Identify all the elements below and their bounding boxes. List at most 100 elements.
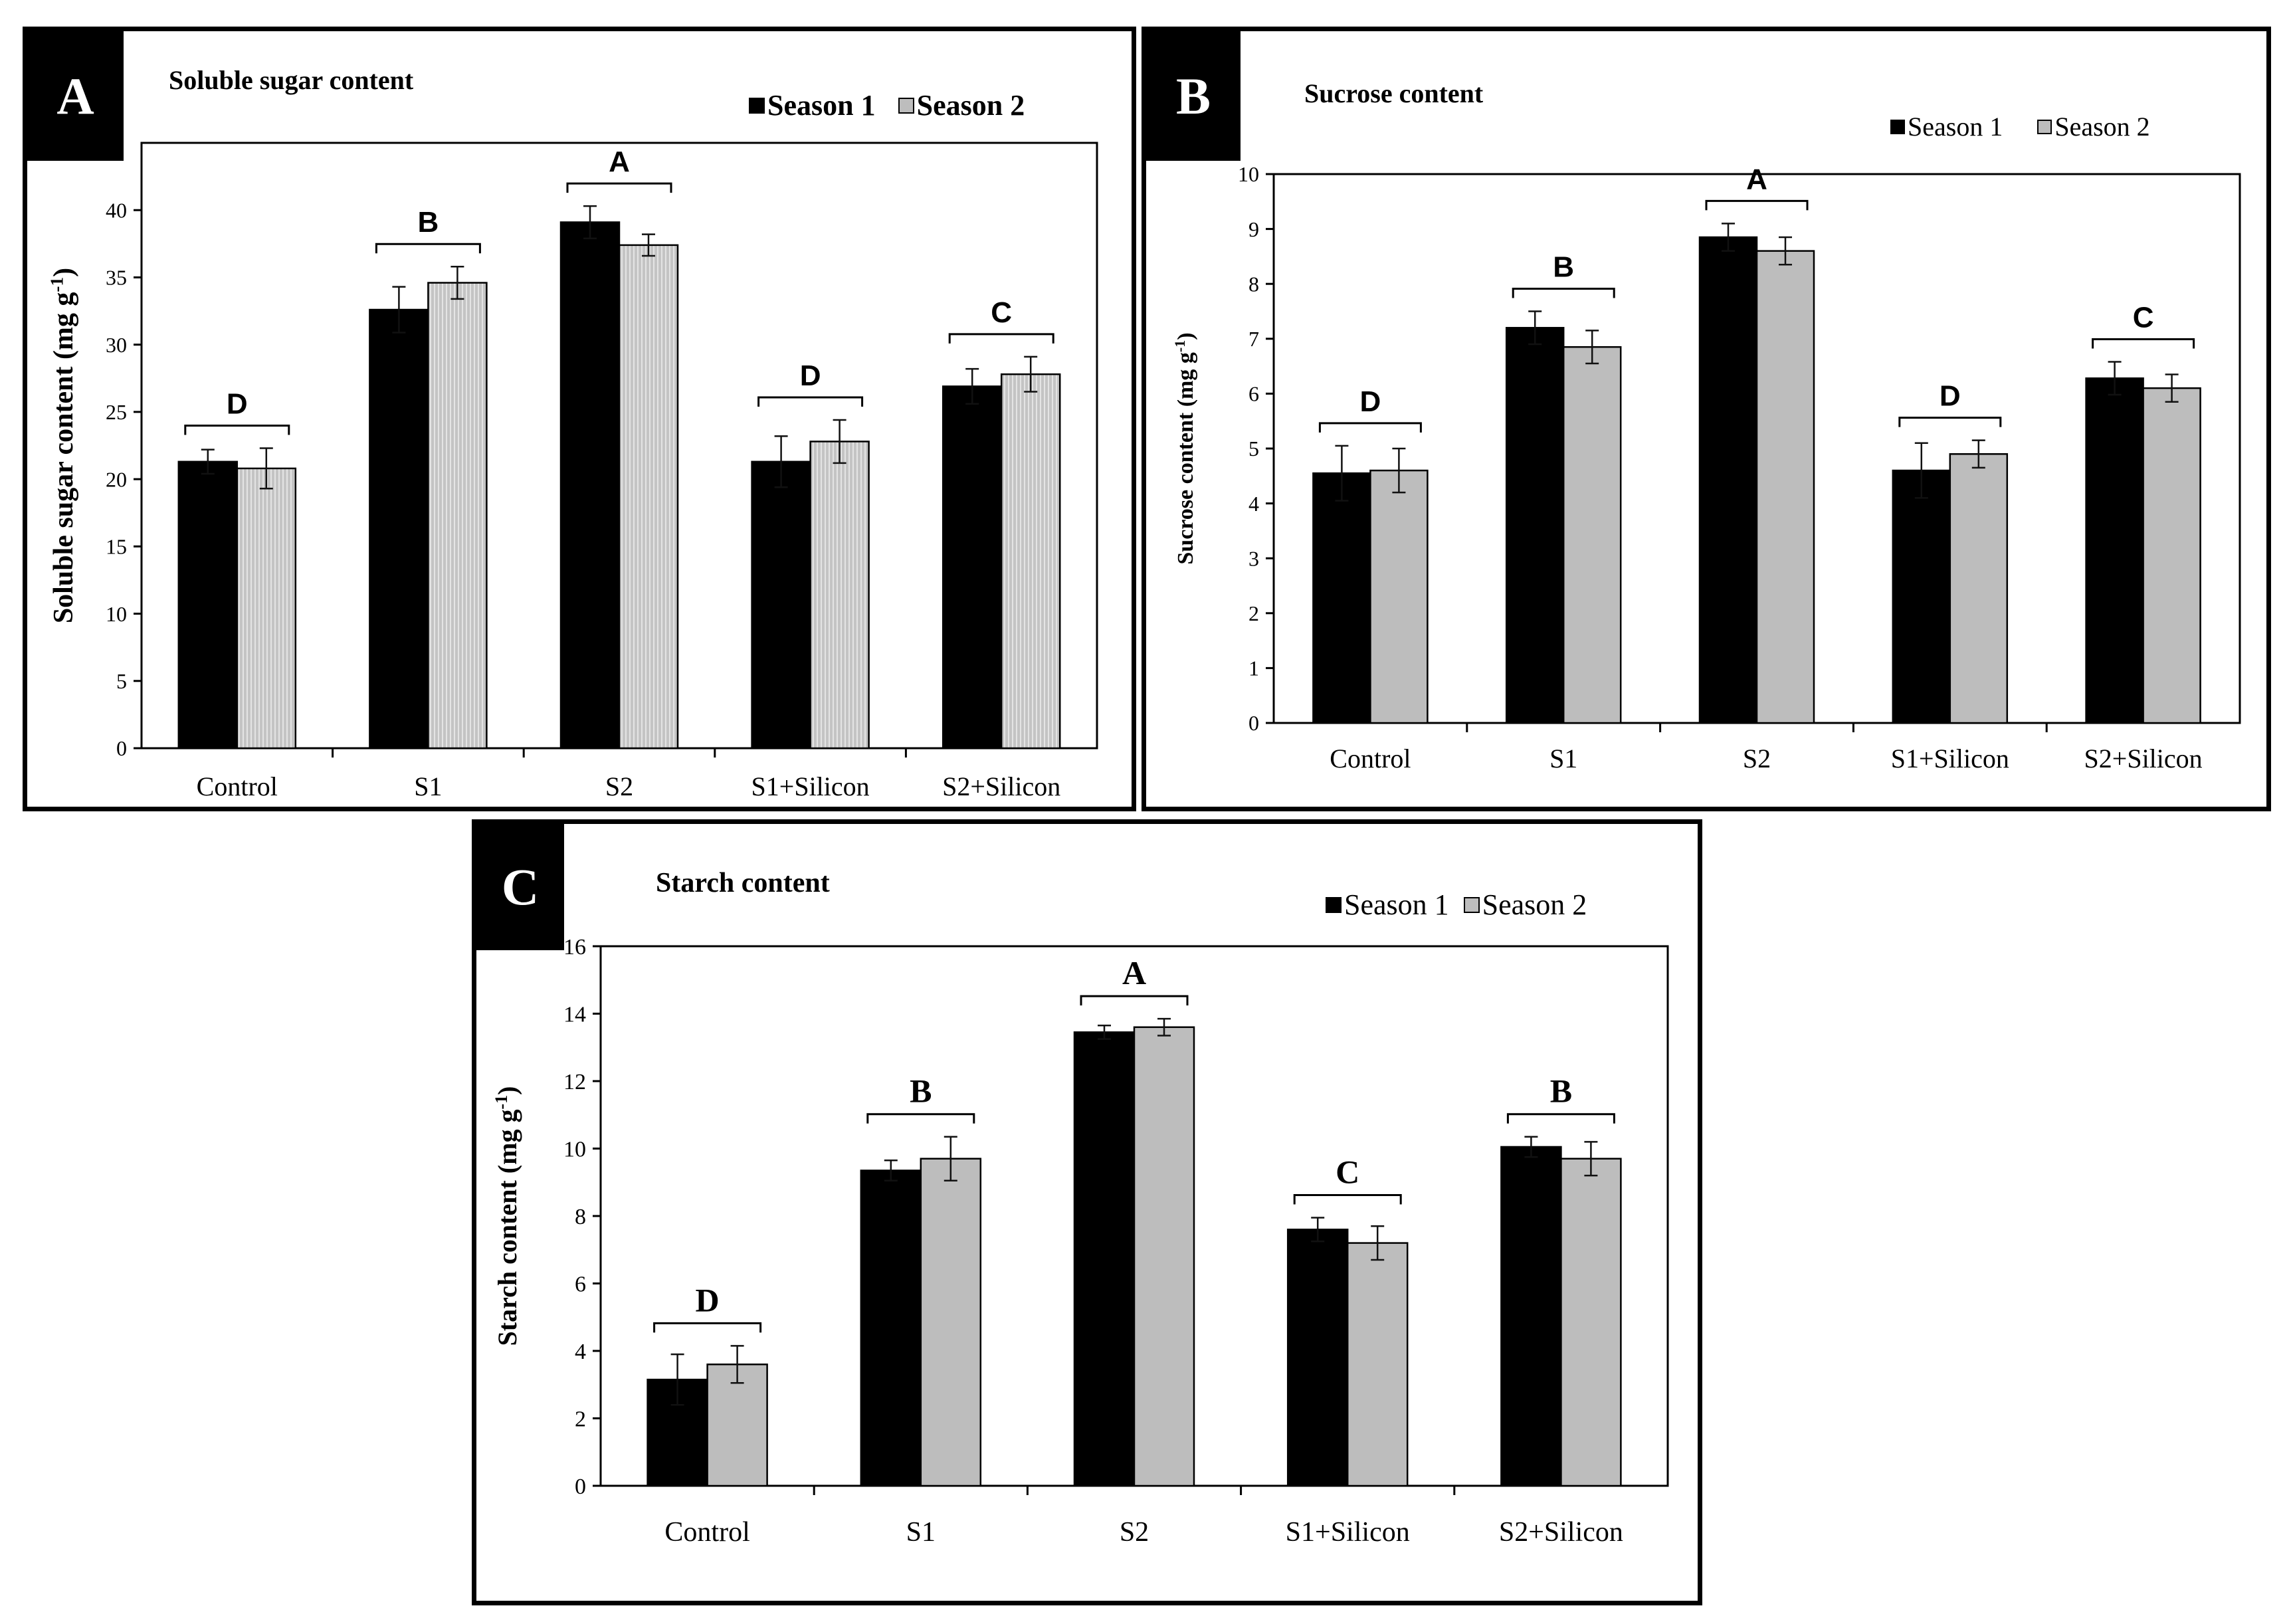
y-tick-label: 4: [575, 1340, 586, 1364]
y-tick-label: 14: [563, 1002, 586, 1027]
bar-season1: [751, 460, 811, 750]
x-tick-label: Control: [197, 771, 278, 801]
y-tick-label: 2: [1248, 601, 1259, 625]
y-tick-label: 10: [1238, 162, 1259, 186]
y-tick-label: 0: [116, 736, 127, 760]
bar-season1: [1286, 1229, 1349, 1487]
legend-label-season1: Season 1: [1344, 888, 1449, 921]
y-tick-label: 0: [575, 1474, 586, 1499]
y-tick-label: 6: [575, 1272, 586, 1296]
chart-title-b: Sucrose content: [1304, 78, 1484, 108]
y-tick-label: 0: [1248, 711, 1259, 735]
y-tick-label: 9: [1248, 217, 1259, 241]
bar-season2: [1369, 469, 1429, 724]
x-tick-label: S1: [414, 771, 442, 801]
panel-a: A Soluble sugar content Season 1 Season …: [23, 27, 1136, 811]
significance-letter: D: [1940, 380, 1961, 413]
bar-season2: [1000, 373, 1061, 750]
bar-season2: [427, 282, 488, 750]
y-tick-label: 20: [106, 467, 127, 491]
y-axis-label: Sucrose content (mg g-1): [1171, 332, 1198, 564]
y-tick-label: 6: [1248, 382, 1259, 406]
legend-swatch-season2: [2037, 119, 2052, 134]
legend-label-season1: Season 1: [767, 89, 876, 122]
bar-season2: [1346, 1242, 1409, 1487]
legend-swatch-season1: [749, 97, 765, 114]
bar-season2: [1560, 1158, 1622, 1487]
y-tick-label: 16: [563, 935, 586, 960]
chart-c: 0 2 4 6 8 10 12 14 16 Control S1 S2 S1+Silicon S2+Sil…: [492, 935, 1669, 1548]
y-tick-label: 10: [563, 1137, 586, 1162]
legend-item-season2: Season 2: [1463, 888, 1587, 922]
y-tick-label: 35: [106, 266, 127, 290]
bar-season1: [1073, 1031, 1136, 1487]
y-tick-label: 8: [1248, 272, 1259, 296]
bar-season2: [1133, 1026, 1195, 1487]
significance-bracket: [653, 1322, 762, 1333]
panel-label-b: B: [1146, 31, 1241, 161]
x-tick-label: Control: [664, 1517, 749, 1548]
significance-letter: B: [910, 1072, 932, 1110]
significance-letter: B: [418, 206, 439, 239]
significance-bracket: [1080, 995, 1189, 1006]
x-tick-label: S2+Silicon: [942, 771, 1060, 801]
x-tick-label: S2: [605, 771, 633, 801]
x-tick-label: S1+Silicon: [751, 771, 870, 801]
significance-letter: C: [991, 296, 1012, 329]
significance-bracket: [866, 1113, 975, 1124]
legend-item-season2: Season 2: [898, 88, 1025, 122]
significance-bracket: [184, 425, 290, 435]
significance-bracket: [1512, 288, 1615, 298]
y-axis-label: Soluble sugar content (mg g-1): [47, 268, 79, 623]
significance-bracket: [1898, 417, 2002, 427]
bar-season1: [1698, 236, 1758, 724]
bar-season2: [2142, 387, 2201, 724]
bar-season1: [1892, 469, 1951, 724]
significance-bracket: [566, 182, 672, 193]
legend-label-season2: Season 2: [916, 89, 1025, 122]
significance-bracket: [2092, 338, 2195, 349]
x-tick-label: S1: [906, 1517, 936, 1548]
y-tick-label: 8: [575, 1205, 586, 1229]
significance-bracket: [1705, 199, 1809, 211]
legend-item-season1: Season 1: [1890, 111, 2003, 142]
legend-label-season2: Season 2: [2054, 112, 2150, 142]
chart-b: 0 1 2 3 4 5 6 7 8 9 10 Control S1 S2 S1+Silicon S2+Sili…: [1171, 162, 2241, 773]
legend-item-season2: Season 2: [2037, 111, 2150, 142]
x-tick-label: S2+Silicon: [2084, 744, 2203, 773]
panel-b: B Sucrose content Season 1 Season 2 0 1 2 3…: [1142, 27, 2271, 811]
x-tick-label: S2: [1743, 744, 1771, 773]
legend-label-season2: Season 2: [1482, 888, 1587, 921]
bar-season2: [809, 441, 870, 750]
legend-swatch-season2: [1463, 896, 1480, 913]
legend-c: Season 1 Season 2: [1326, 888, 1587, 922]
bar-season2: [706, 1364, 768, 1487]
bar-season2: [1949, 453, 2009, 724]
panel-c: C Starch content Season 1 Season 2 0 2 4 6 8…: [472, 819, 1702, 1605]
bar-season2: [618, 244, 679, 750]
bar-season2: [236, 467, 297, 750]
significance-letter: C: [2133, 301, 2154, 334]
bar-season1: [177, 460, 239, 750]
y-axis-label: Starch content (mg g-1): [492, 1086, 522, 1346]
significance-bracket: [1506, 1113, 1615, 1124]
y-tick-label: 5: [116, 669, 127, 693]
significance-letter: A: [609, 146, 630, 178]
significance-bracket: [948, 333, 1054, 344]
legend-swatch-season1: [1326, 896, 1342, 913]
significance-letter: A: [1122, 954, 1146, 991]
y-tick-label: 30: [106, 333, 127, 357]
y-tick-label: 7: [1248, 327, 1259, 351]
significance-bracket: [1293, 1194, 1402, 1205]
y-tick-label: 10: [106, 602, 127, 626]
bar-season2: [1755, 250, 1815, 724]
x-tick-label: Control: [1330, 744, 1411, 773]
bar-season1: [2085, 377, 2144, 724]
chart-title-a: Soluble sugar content: [169, 65, 414, 95]
legend-a: Season 1 Season 2: [749, 88, 1025, 122]
x-tick-label: S1+Silicon: [1286, 1517, 1410, 1548]
bar-season1: [942, 385, 1003, 750]
x-tick-label: S2: [1120, 1517, 1149, 1548]
chart-title-c: Starch content: [656, 868, 830, 898]
bar-season2: [920, 1158, 982, 1487]
